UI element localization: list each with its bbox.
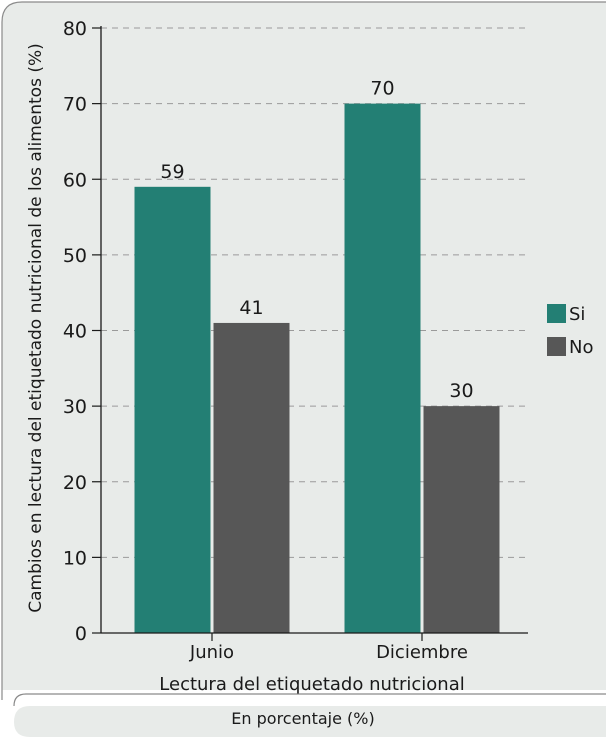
x-tick-label: Junio xyxy=(189,642,234,663)
y-tick-label: 30 xyxy=(63,396,87,418)
axes-layer xyxy=(92,26,528,641)
y-tick-label: 50 xyxy=(63,245,87,267)
y-tick-label: 70 xyxy=(63,94,87,116)
legend-swatch-si xyxy=(547,304,566,323)
bar-si-junio xyxy=(134,186,211,633)
y-axis-title: Cambios en lectura del etiquetado nutric… xyxy=(26,43,46,613)
legend: Si No xyxy=(547,304,593,358)
y-tick-label: 60 xyxy=(63,169,87,191)
data-label: 59 xyxy=(160,161,184,183)
bar-si-diciembre xyxy=(344,103,421,633)
x-tick-label: Diciembre xyxy=(376,642,468,663)
y-tick-label: 0 xyxy=(75,623,87,645)
x-axis-title: Lectura del etiquetado nutricional xyxy=(159,674,464,695)
legend-label: Si xyxy=(569,304,585,325)
y-tick-label: 40 xyxy=(63,321,87,343)
footnote: En porcentaje (%) xyxy=(231,709,375,728)
y-tick-label: 10 xyxy=(63,547,87,569)
data-label: 41 xyxy=(239,297,263,319)
footer-divider xyxy=(13,693,606,707)
footer-band xyxy=(14,706,606,737)
panel-background xyxy=(2,2,606,690)
data-label: 30 xyxy=(449,380,473,402)
panel-outline xyxy=(1,1,606,700)
labels-layer: 0 10 20 30 40 50 60 70 80 59 41 Junio 70 30 Diciembre xyxy=(63,18,474,663)
y-tick-label: 20 xyxy=(63,472,87,494)
bars-layer xyxy=(134,103,500,633)
legend-swatch-no xyxy=(547,337,566,356)
bar-no-diciembre xyxy=(423,406,500,633)
bar-no-junio xyxy=(213,322,290,633)
legend-label: No xyxy=(569,337,593,358)
data-label: 70 xyxy=(370,78,394,100)
y-tick-label: 80 xyxy=(63,18,87,40)
